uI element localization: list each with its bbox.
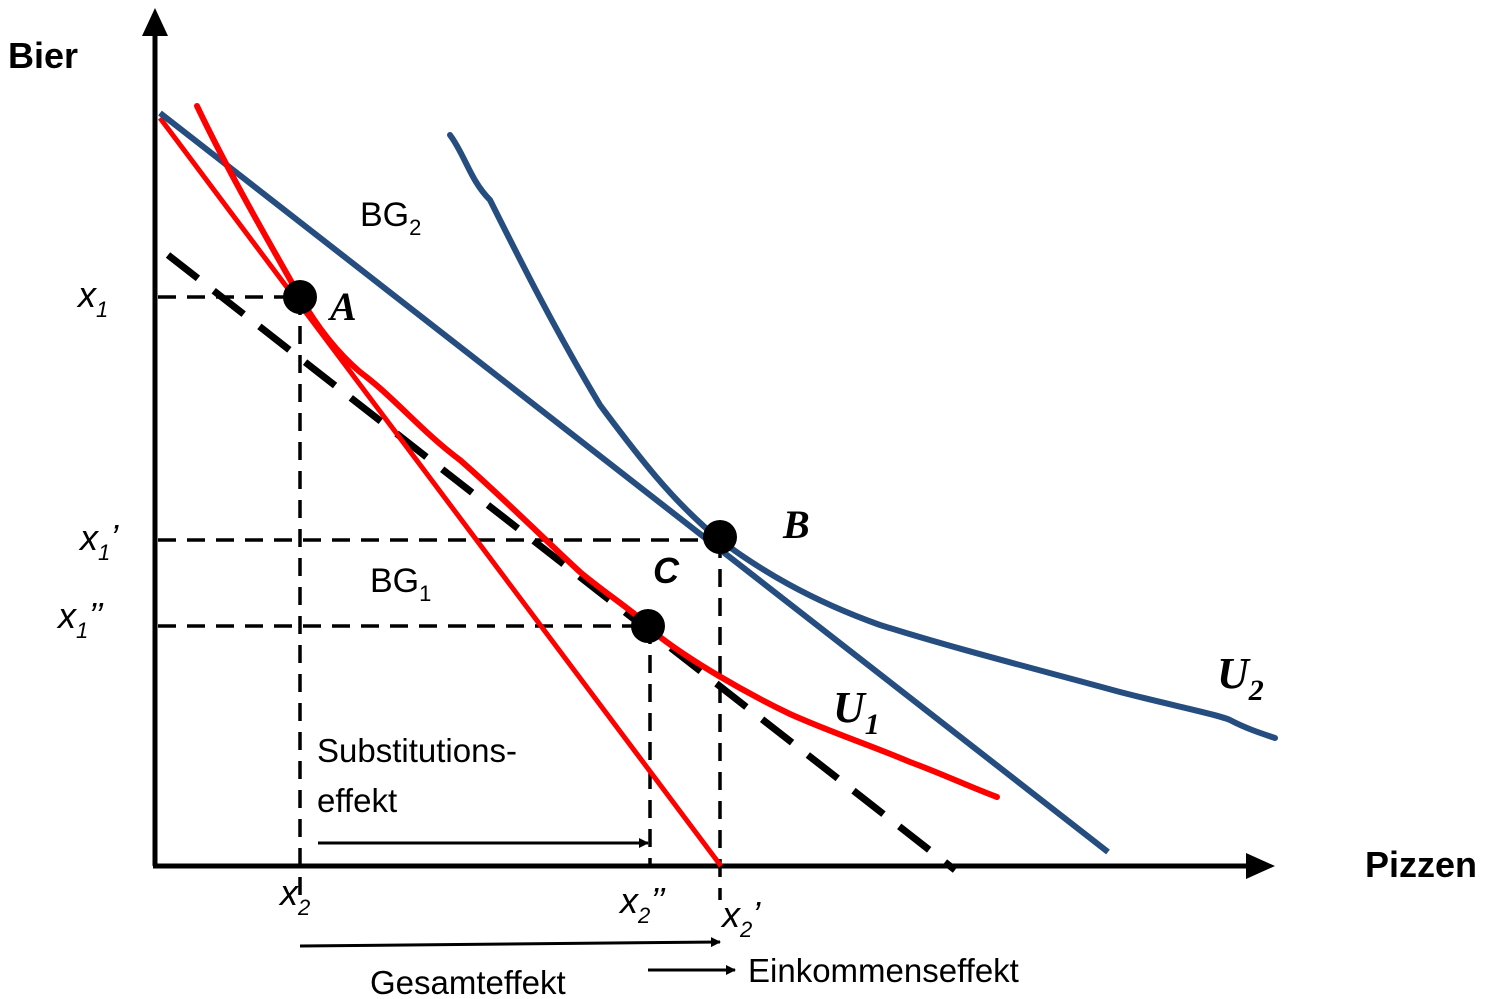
total-effect-label: Gesamteffekt: [370, 964, 566, 999]
total-effect-arrow: [299, 937, 721, 948]
y-tick-x1pp: x1’’: [56, 595, 104, 643]
compensated-budget-line: [165, 252, 958, 873]
u2-label: U2: [1217, 649, 1264, 707]
u1-label: U1: [833, 683, 880, 741]
x-axis-arrow-icon: [1246, 853, 1275, 879]
point-a-label: A: [327, 284, 357, 329]
point-b-label: B: [782, 502, 810, 547]
budget-line-bg2: [158, 110, 1110, 855]
substitution-effect-label-line1: Substitutions-: [317, 732, 517, 769]
income-effect-label: Einkommenseffekt: [748, 952, 1019, 989]
y-axis-label: Bier: [8, 35, 78, 76]
indifference-curve-u2: [447, 132, 1278, 741]
y-tick-x1: x1: [76, 274, 108, 322]
point-c-label: C: [653, 550, 680, 591]
point-b-marker: [703, 520, 737, 554]
bg1-label: BG1: [370, 562, 431, 606]
x-tick-x2p: x2’: [720, 894, 761, 942]
y-tick-x1p: x1’: [78, 517, 119, 565]
x-axis-label: Pizzen: [1365, 844, 1477, 885]
point-c-marker: [631, 609, 665, 643]
bg2-label: BG2: [360, 196, 421, 240]
x-tick-x2: x2: [278, 872, 310, 920]
x-tick-x2pp: x2’’: [618, 880, 666, 928]
budget-line-bg1: [158, 116, 723, 868]
point-a-marker: [283, 280, 317, 314]
y-axis-arrow-icon: [142, 8, 168, 36]
substitution-effect-label-line2: effekt: [317, 782, 397, 819]
guide-lines: [158, 295, 722, 900]
